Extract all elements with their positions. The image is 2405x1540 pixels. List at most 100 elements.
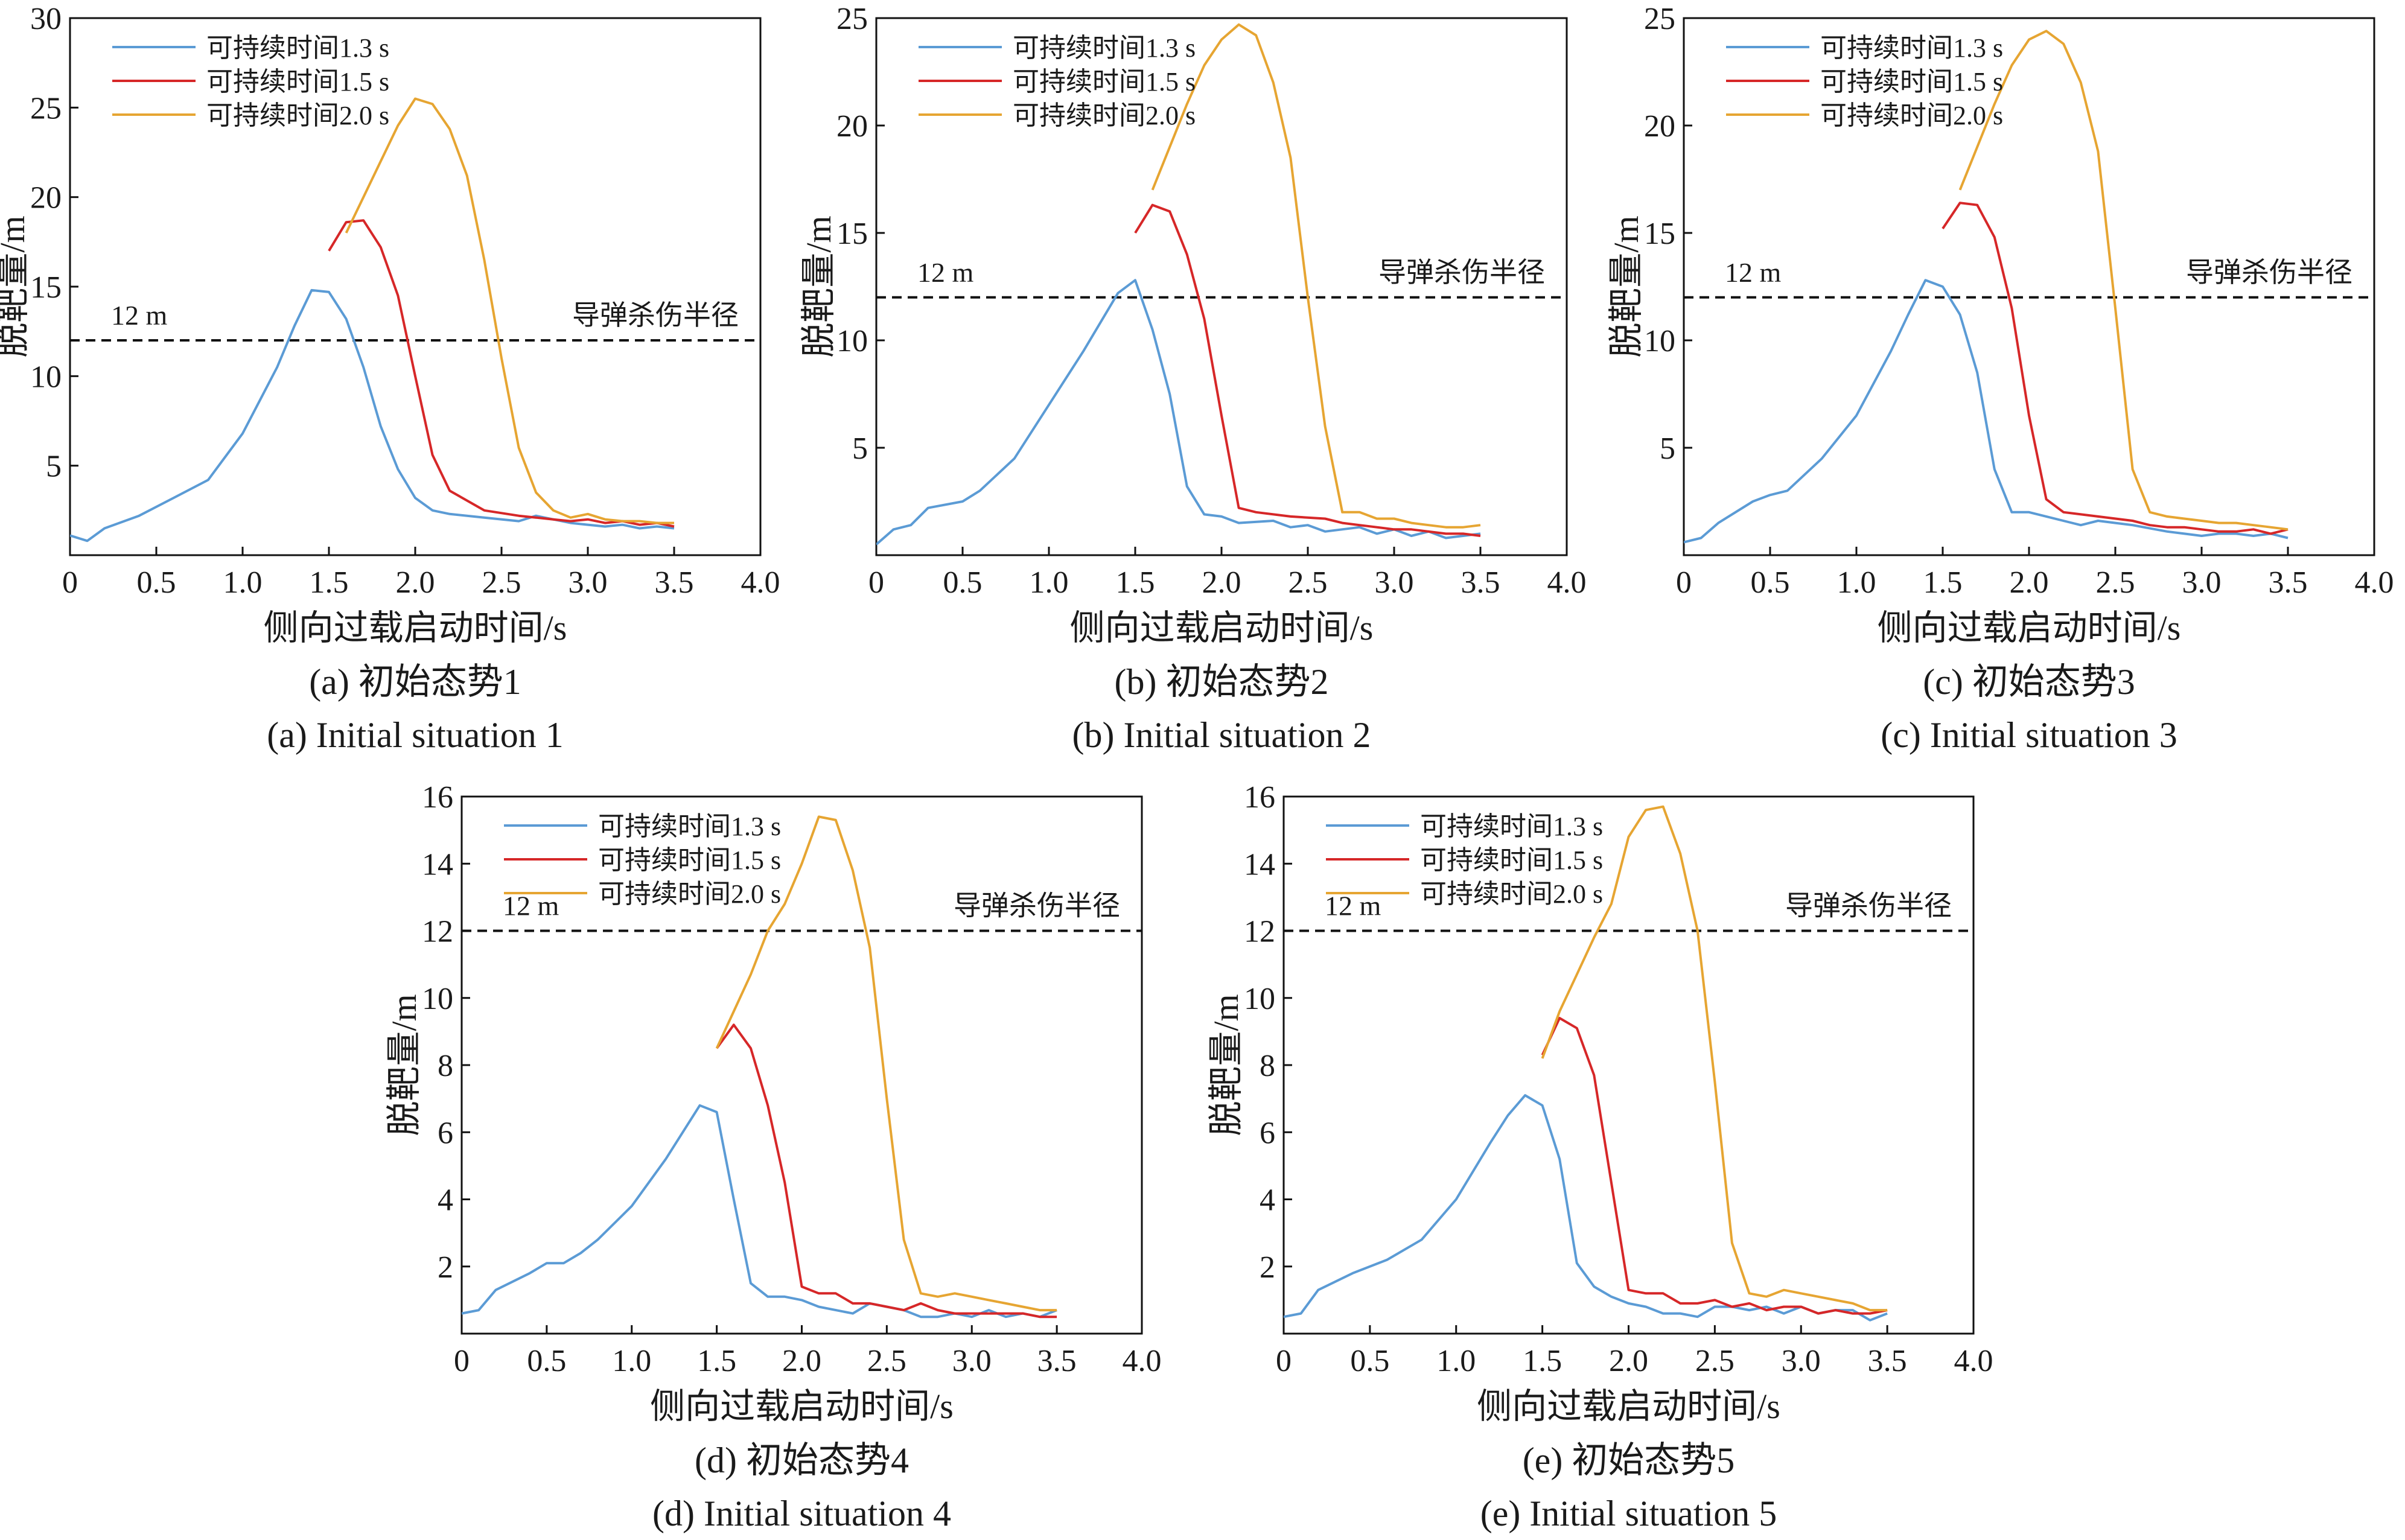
x-tick-label: 0: [62, 565, 78, 600]
reference-label: 12 m: [111, 300, 168, 331]
y-tick-label: 15: [1644, 217, 1675, 251]
x-tick-label: 0: [1276, 1344, 1292, 1378]
legend-label-3: 可持续时间2.0 s: [1820, 101, 2003, 130]
caption-en: (d) Initial situation 4: [652, 1494, 951, 1533]
y-tick-label: 30: [30, 2, 62, 36]
x-tick-label: 0.5: [1751, 565, 1790, 600]
x-tick-label: 3.5: [655, 565, 694, 600]
x-axis-label: 侧向过载启动时间/s: [1070, 608, 1374, 648]
y-tick-label: 5: [1660, 431, 1675, 466]
x-tick-label: 4.0: [741, 565, 780, 600]
x-tick-label: 2.0: [396, 565, 435, 600]
x-tick-label: 2.5: [482, 565, 521, 600]
x-tick-label: 1.0: [223, 565, 263, 600]
x-tick-label: 2.0: [782, 1344, 821, 1378]
y-tick-label: 5: [852, 431, 868, 466]
series-line-2: [328, 219, 675, 528]
x-tick-label: 1.0: [612, 1344, 651, 1378]
legend-label-2: 可持续时间1.5 s: [206, 67, 389, 97]
reference-annotation: 导弹杀伤半径: [954, 891, 1120, 921]
series-line-3: [715, 815, 1057, 1312]
series-line-1: [1684, 279, 2289, 544]
x-axis-label: 侧向过载启动时间/s: [650, 1387, 954, 1426]
x-tick-label: 0: [1676, 565, 1692, 600]
y-tick-label: 14: [1244, 847, 1275, 882]
x-tick-label: 1.5: [1923, 565, 1963, 600]
legend-label-1: 可持续时间1.3 s: [1820, 33, 2003, 63]
y-tick-label: 6: [438, 1116, 453, 1150]
series-line-1: [1284, 1094, 1888, 1322]
y-axis-label: 脱靶量/m: [799, 215, 838, 357]
chart-panel-4: 0 0.5 1.0 1.5 2.0 2.5 3.0 3.5 4.0 2 4 6 8 10 12 14 16 侧向过…: [384, 780, 1162, 1533]
reference-annotation: 导弹杀伤半径: [1785, 891, 1952, 921]
y-tick-label: 25: [1644, 2, 1675, 36]
x-tick-label: 4.0: [2355, 565, 2394, 600]
reference-label: 12 m: [917, 257, 974, 288]
y-tick-label: 25: [836, 2, 868, 36]
x-tick-label: 0: [454, 1344, 470, 1378]
x-tick-label: 0.5: [943, 565, 983, 600]
y-tick-label: 12: [1244, 915, 1275, 949]
x-tick-label: 3.5: [1461, 565, 1500, 600]
y-tick-label: 10: [1244, 982, 1275, 1016]
x-tick-label: 2.0: [1202, 565, 1241, 600]
x-tick-label: 3.5: [1868, 1344, 1907, 1378]
x-axis-label: 侧向过载启动时间/s: [1477, 1387, 1780, 1426]
x-tick-label: 0.5: [1350, 1344, 1389, 1378]
series-line-2: [1134, 203, 1481, 537]
x-tick-label: 1.0: [1030, 565, 1069, 600]
y-tick-label: 2: [438, 1250, 453, 1285]
caption-cn: (a) 初始态势1: [309, 662, 521, 702]
y-tick-label: 15: [836, 217, 868, 251]
y-tick-label: 2: [1260, 1250, 1275, 1285]
caption-en: (b) Initial situation 2: [1072, 715, 1371, 755]
y-tick-label: 25: [30, 91, 62, 126]
x-tick-label: 1.5: [1523, 1344, 1562, 1378]
y-tick-label: 12: [422, 915, 453, 949]
legend-label-1: 可持续时间1.3 s: [1013, 33, 1196, 63]
reference-label: 12 m: [1325, 891, 1381, 921]
x-tick-label: 2.5: [867, 1344, 906, 1378]
x-tick-label: 3.0: [569, 565, 608, 600]
x-tick-label: 4.0: [1954, 1344, 1993, 1378]
y-tick-label: 14: [422, 847, 453, 882]
legend-label-3: 可持续时间2.0 s: [598, 879, 781, 909]
y-tick-label: 6: [1260, 1116, 1275, 1150]
x-tick-label: 1.5: [697, 1344, 736, 1378]
caption-cn: (e) 初始态势5: [1523, 1440, 1735, 1480]
x-tick-label: 2.5: [1289, 565, 1328, 600]
y-axis-label: 脱靶量/m: [1206, 994, 1246, 1136]
caption-cn: (d) 初始态势4: [695, 1440, 909, 1480]
reference-annotation: 导弹杀伤半径: [2186, 257, 2352, 288]
legend-label-2: 可持续时间1.5 s: [1420, 845, 1603, 875]
reference-annotation: 导弹杀伤半径: [1378, 257, 1545, 288]
series-line-1: [876, 279, 1481, 546]
y-tick-label: 10: [422, 982, 453, 1016]
reference-label: 12 m: [503, 891, 559, 921]
legend-label-2: 可持续时间1.5 s: [598, 845, 781, 875]
x-axis-label: 侧向过载启动时间/s: [1878, 608, 2181, 648]
x-tick-label: 2.5: [2096, 565, 2135, 600]
x-tick-label: 4.0: [1547, 565, 1587, 600]
legend-label-2: 可持续时间1.5 s: [1820, 67, 2003, 97]
y-tick-label: 5: [46, 450, 62, 484]
series-line-2: [1942, 202, 2289, 535]
x-tick-label: 3.0: [2182, 565, 2222, 600]
x-tick-label: 1.0: [1837, 565, 1876, 600]
chart-panel-2: 0 0.5 1.0 1.5 2.0 2.5 3.0 3.5 4.0 5 10 15 20 25 侧向过载启动…: [799, 2, 1587, 755]
y-tick-label: 16: [422, 780, 453, 815]
x-tick-label: 1.5: [1116, 565, 1155, 600]
y-tick-label: 8: [438, 1049, 453, 1083]
legend-label-3: 可持续时间2.0 s: [1013, 101, 1196, 130]
x-tick-label: 0.5: [527, 1344, 566, 1378]
y-axis-label: 脱靶量/m: [1607, 215, 1646, 357]
y-tick-label: 10: [30, 360, 62, 394]
x-tick-label: 3.0: [952, 1344, 992, 1378]
plot-frame: [460, 795, 1143, 1335]
y-tick-label: 4: [438, 1183, 453, 1218]
caption-cn: (b) 初始态势2: [1115, 662, 1329, 702]
x-tick-label: 2.0: [2010, 565, 2049, 600]
x-tick-label: 1.0: [1436, 1344, 1476, 1378]
x-tick-label: 3.5: [1037, 1344, 1077, 1378]
caption-en: (c) Initial situation 3: [1881, 715, 2177, 755]
